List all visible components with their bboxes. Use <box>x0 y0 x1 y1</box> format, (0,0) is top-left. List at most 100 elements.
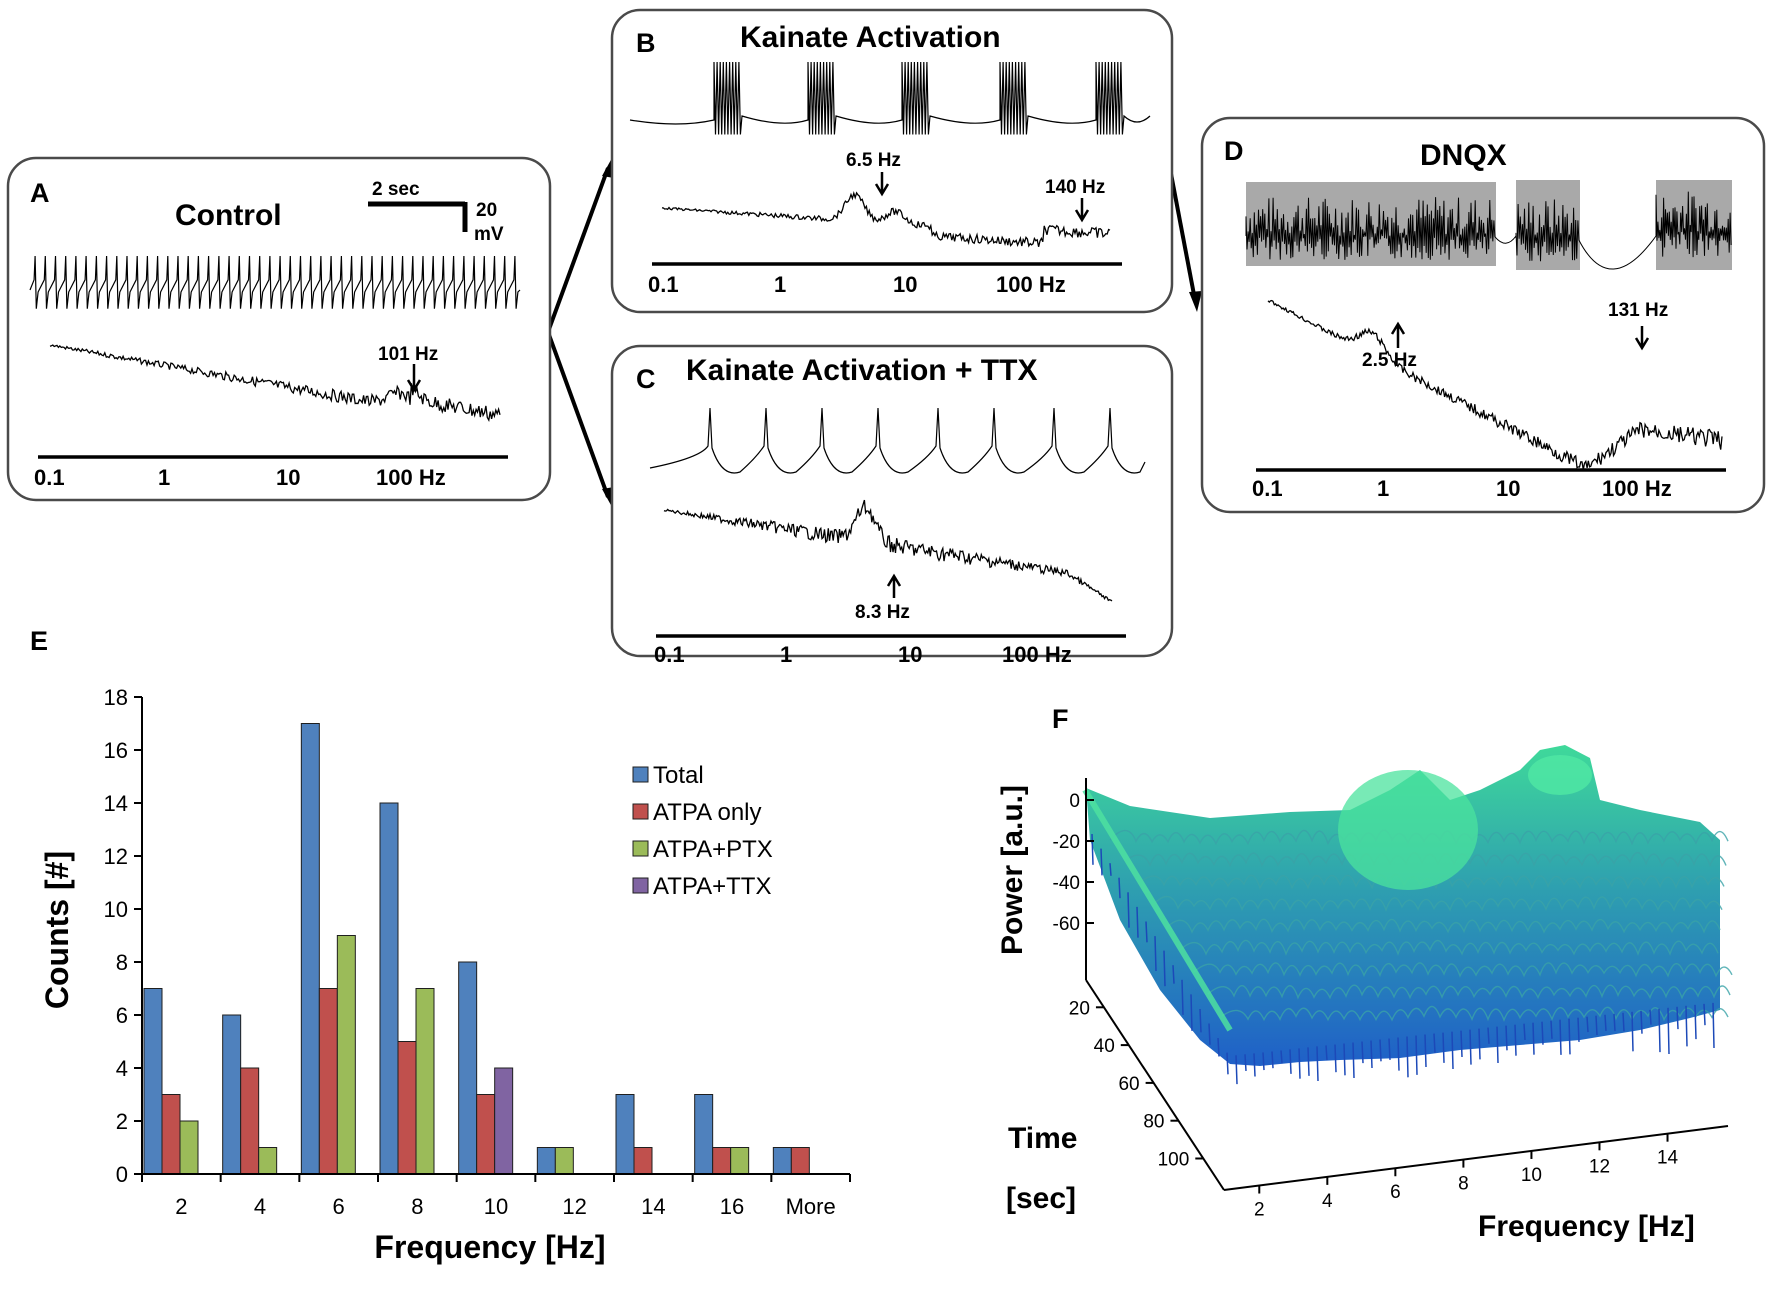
panel-a-peak-arrow <box>406 364 422 393</box>
panel-d-tick-2: 10 <box>1496 476 1520 501</box>
f-frequency-tick-label: 6 <box>1390 1182 1401 1203</box>
panel-a-frame <box>6 156 552 502</box>
e-y-tick-label: 10 <box>104 897 128 922</box>
panel-c: C Kainate Activation + TTX 8.3 Hz 0.1 1 … <box>610 344 1174 667</box>
panel-d-tick-0: 0.1 <box>1252 476 1283 501</box>
panel-e: E 0 2 4 6 8 10 12 14 16 18 2 4 6 8 10 12 14 16 More Count… <box>30 626 851 1265</box>
e-x-axis-title: Frequency [Hz] <box>374 1229 605 1265</box>
panel-c-frame <box>610 344 1174 658</box>
panel-b-tick-2: 10 <box>893 272 917 297</box>
panel-b-peak-label-1: 6.5 Hz <box>846 150 901 171</box>
panel-a-voltage-trace <box>29 255 521 309</box>
panel-c-tick-1: 1 <box>780 642 792 667</box>
panel-a-letter: A <box>30 178 50 208</box>
e-bar-atpa-only-4 <box>240 1067 260 1175</box>
e-bar-atpa-only-14 <box>633 1147 653 1175</box>
e-y-tick-label: 2 <box>116 1109 128 1134</box>
e-bar-atpa-ptx-8 <box>415 988 435 1175</box>
e-bar-total-more <box>772 1147 792 1175</box>
f-frequency-tick-label: 4 <box>1322 1191 1333 1212</box>
f-z-tick-label: 0 <box>1069 791 1080 812</box>
panel-b-peak-label-2: 140 Hz <box>1045 177 1105 198</box>
f-time-axis-title-line1: Time <box>1008 1122 1077 1155</box>
panel-c-tick-2: 10 <box>898 642 922 667</box>
panel-d-frame <box>1200 116 1766 514</box>
f-z-tick-label: -60 <box>1053 914 1080 935</box>
panel-c-peak-arrow <box>886 573 902 598</box>
panel-e-letter: E <box>30 626 48 656</box>
e-bar-total-16 <box>694 1094 714 1175</box>
panel-c-tick-3: 100 Hz <box>1002 642 1072 667</box>
scale-bar-time-label: 2 sec <box>372 179 420 200</box>
e-x-tick-label: 6 <box>333 1194 345 1219</box>
panel-d-letter: D <box>1224 136 1244 166</box>
e-bar-atpa-ttx-10 <box>494 1067 514 1175</box>
e-legend-swatch <box>632 803 649 820</box>
f-frequency-ticks: 2 4 6 8 10 12 14 <box>1254 1133 1679 1221</box>
panel-a: A Control 2 sec 20 mV 101 Hz 0.1 1 10 10… <box>6 156 552 502</box>
e-x-tick-label: 12 <box>562 1194 586 1219</box>
panel-a-power-spectrum <box>49 344 501 423</box>
panel-b-title: Kainate Activation <box>740 21 1001 54</box>
e-legend-label: ATPA only <box>653 799 762 826</box>
e-legend-label: ATPA+PTX <box>653 836 773 863</box>
panel-d-peak-arrow-1 <box>1390 321 1406 348</box>
panel-a-peak-label: 101 Hz <box>378 344 438 365</box>
panel-a-tick-3: 100 Hz <box>376 465 446 490</box>
e-x-tick-label: More <box>786 1194 836 1219</box>
f-surface <box>1082 745 1733 1085</box>
f-z-tick-label: -20 <box>1053 832 1080 853</box>
e-bar-total-4 <box>222 1014 242 1175</box>
f-frequency-tick-label: 10 <box>1521 1165 1542 1186</box>
f-z-tick-label: -40 <box>1053 873 1080 894</box>
f-time-axis <box>1085 979 1225 1191</box>
e-x-tick-label: 16 <box>720 1194 744 1219</box>
e-y-tick-label: 6 <box>116 1003 128 1028</box>
e-bar-atpa-ptx-16 <box>730 1147 750 1175</box>
e-bar-total-8 <box>379 802 399 1175</box>
e-legend-label: ATPA+TTX <box>653 873 771 900</box>
panel-d-title: DNQX <box>1420 139 1507 172</box>
e-bar-atpa-only-16 <box>712 1147 732 1175</box>
panel-d-peak-arrow-2 <box>1634 326 1650 351</box>
e-y-ticks: 0 2 4 6 8 10 12 14 16 18 <box>104 685 142 1187</box>
f-frequency-tick-label: 2 <box>1254 1200 1265 1221</box>
f-time-tick-label: 60 <box>1118 1074 1139 1095</box>
panel-c-tick-0: 0.1 <box>654 642 685 667</box>
e-bar-atpa-ptx-2 <box>179 1120 199 1175</box>
panel-c-peak-label: 8.3 Hz <box>855 602 910 623</box>
f-z-ticks: 0 -20 -40 -60 <box>1053 791 1094 935</box>
e-y-tick-label: 18 <box>104 685 128 710</box>
e-y-tick-label: 16 <box>104 738 128 763</box>
f-time-tick-label: 100 <box>1158 1150 1190 1171</box>
e-bar-total-2 <box>143 988 163 1175</box>
e-legend: Total ATPA only ATPA+PTX ATPA+TTX <box>632 762 773 900</box>
f-frequency-tick-label: 14 <box>1657 1148 1679 1169</box>
panel-b-frame <box>610 8 1174 314</box>
panel-b-peak-arrow-2 <box>1074 198 1090 223</box>
panel-b-tick-0: 0.1 <box>648 272 679 297</box>
e-legend-label: Total <box>653 762 704 789</box>
panel-b-tick-1: 1 <box>774 272 786 297</box>
e-bar-atpa-ptx-6 <box>336 935 356 1175</box>
panel-c-power-spectrum <box>663 499 1113 602</box>
panel-d-voltage-trace <box>1245 180 1732 270</box>
e-y-tick-label: 14 <box>104 791 128 816</box>
panel-d-tick-1: 1 <box>1377 476 1389 501</box>
e-bar-total-10 <box>458 961 478 1175</box>
panel-d: D DNQX 2.5 Hz 131 Hz 0.1 1 10 100 Hz <box>1200 116 1766 514</box>
panel-a-title: Control <box>175 199 282 232</box>
panel-d-peak-label-2: 131 Hz <box>1608 300 1668 321</box>
e-x-tick-label: 4 <box>254 1194 266 1219</box>
panel-b-peak-arrow-1 <box>874 172 890 197</box>
e-x-tick-label: 10 <box>484 1194 508 1219</box>
e-bar-total-6 <box>300 723 320 1175</box>
e-legend-swatch <box>632 840 649 857</box>
panel-d-tick-3: 100 Hz <box>1602 476 1672 501</box>
e-bar-total-14 <box>615 1094 635 1175</box>
panel-d-peak-label-1: 2.5 Hz <box>1362 350 1417 371</box>
panel-c-letter: C <box>636 364 656 394</box>
f-frequency-tick-label: 12 <box>1589 1156 1610 1177</box>
f-time-tick-label: 80 <box>1143 1112 1164 1133</box>
